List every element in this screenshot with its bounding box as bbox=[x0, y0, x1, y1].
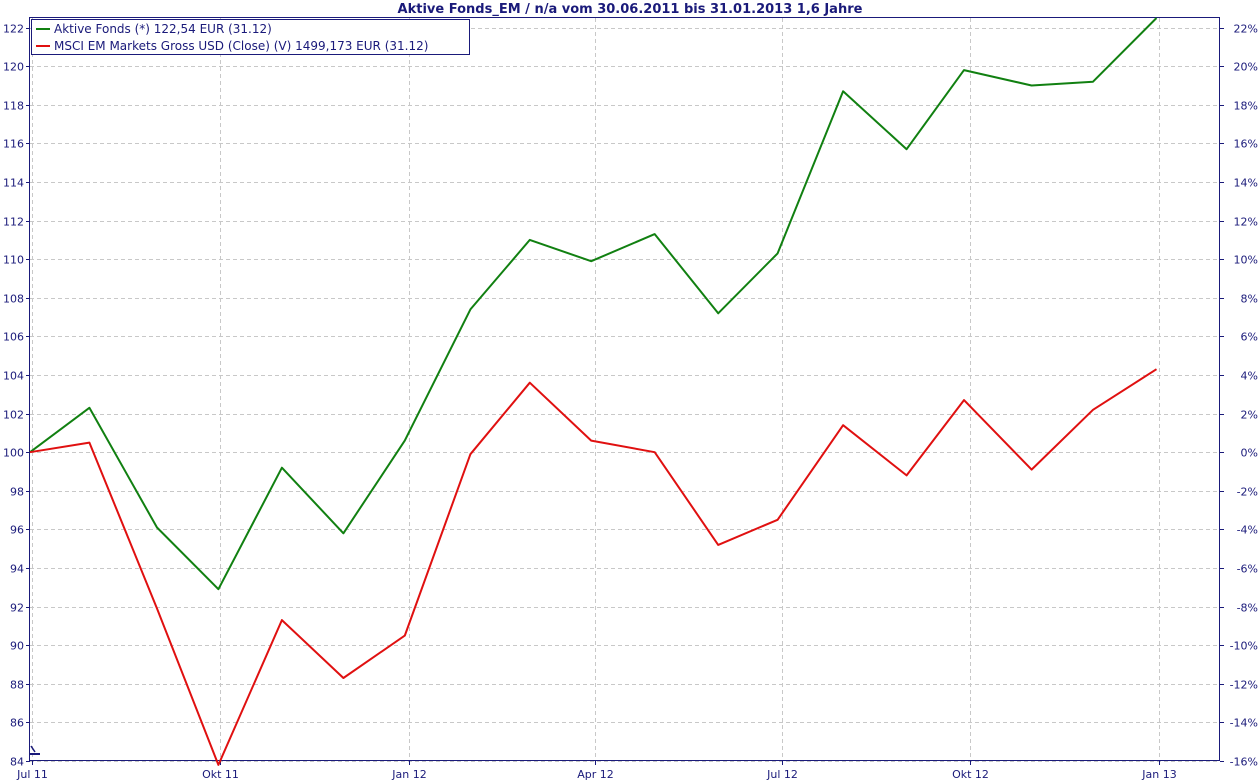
legend-box bbox=[31, 19, 470, 55]
y-tick-label-left: 116 bbox=[3, 138, 24, 151]
y-tick-label-left: 114 bbox=[3, 177, 24, 190]
y-tick-label-right: -10% bbox=[1230, 640, 1258, 653]
y-tick-label-left: 120 bbox=[3, 61, 24, 74]
x-tick-label: Jul 12 bbox=[766, 768, 798, 781]
x-axis: Jul 11 Okt 11 Jan 12 Apr 12 Jul 12 Okt 12 Jan … bbox=[16, 761, 1177, 781]
origin-marker-icon bbox=[30, 745, 40, 755]
y-axis-left: 84 86 88 90 92 94 96 98 100 102 104 106 108 110 112 114… bbox=[3, 23, 30, 769]
y-tick-label-left: 100 bbox=[3, 447, 24, 460]
x-tick-label: Jan 13 bbox=[1141, 768, 1176, 781]
x-tick-label: Okt 12 bbox=[952, 768, 989, 781]
y-axis-right: -16% -14% -12% -10% -8% -6% -4% -2% 0% 2% 4% 6% 8% 10… bbox=[1220, 23, 1258, 769]
y-tick-label-right: 12% bbox=[1234, 216, 1258, 229]
y-tick-label-left: 112 bbox=[3, 216, 24, 229]
y-tick-label-right: 0% bbox=[1241, 447, 1258, 460]
series bbox=[29, 17, 1158, 766]
y-tick-label-right: 2% bbox=[1241, 409, 1258, 422]
legend-entry-fund: Aktive Fonds (*) 122,54 EUR (31.12) bbox=[54, 22, 272, 36]
y-tick-label-left: 118 bbox=[3, 100, 24, 113]
y-tick-label-right: 16% bbox=[1234, 138, 1258, 151]
y-tick-label-left: 104 bbox=[3, 370, 24, 383]
chart-title: Aktive Fonds_EM / n/a vom 30.06.2011 bis… bbox=[398, 2, 863, 17]
y-tick-label-right: 10% bbox=[1234, 254, 1258, 267]
y-tick-label-right: -14% bbox=[1230, 717, 1258, 730]
y-tick-label-right: 14% bbox=[1234, 177, 1258, 190]
x-tick-label: Jul 11 bbox=[16, 768, 48, 781]
y-tick-label-right: -16% bbox=[1230, 756, 1258, 769]
y-tick-label-left: 106 bbox=[3, 331, 24, 344]
y-tick-label-left: 90 bbox=[10, 640, 24, 653]
y-tick-label-left: 92 bbox=[10, 602, 24, 615]
y-tick-label-left: 108 bbox=[3, 293, 24, 306]
legend-entry-msci: MSCI EM Markets Gross USD (Close) (V) 14… bbox=[54, 39, 428, 53]
y-tick-label-left: 98 bbox=[10, 486, 24, 499]
y-tick-label-left: 86 bbox=[10, 717, 24, 730]
plot-frame bbox=[29, 17, 1220, 761]
y-tick-label-right: 20% bbox=[1234, 61, 1258, 74]
y-tick-label-right: 8% bbox=[1241, 293, 1258, 306]
y-tick-label-right: -12% bbox=[1230, 679, 1258, 692]
x-tick-label: Apr 12 bbox=[577, 768, 614, 781]
y-tick-label-right: 6% bbox=[1241, 331, 1258, 344]
y-tick-label-left: 96 bbox=[10, 524, 24, 537]
y-tick-label-right: -2% bbox=[1237, 486, 1258, 499]
y-tick-label-left: 94 bbox=[10, 563, 24, 576]
y-tick-label-left: 110 bbox=[3, 254, 24, 267]
y-tick-label-right: -6% bbox=[1237, 563, 1258, 576]
grid bbox=[30, 18, 1220, 762]
series-line-fund bbox=[29, 17, 1158, 591]
series-line-msci bbox=[29, 368, 1158, 766]
legend: Aktive Fonds (*) 122,54 EUR (31.12) MSCI… bbox=[31, 19, 470, 55]
y-tick-label-left: 88 bbox=[10, 679, 24, 692]
y-tick-label-left: 102 bbox=[3, 409, 24, 422]
y-tick-label-right: -8% bbox=[1237, 602, 1258, 615]
y-tick-label-right: 22% bbox=[1234, 23, 1258, 36]
y-tick-label-right: 18% bbox=[1234, 100, 1258, 113]
y-tick-label-left: 122 bbox=[3, 23, 24, 36]
y-tick-label-right: -4% bbox=[1237, 524, 1258, 537]
x-tick-label: Okt 11 bbox=[202, 768, 239, 781]
y-tick-label-left: 84 bbox=[10, 756, 24, 769]
x-tick-label: Jan 12 bbox=[391, 768, 426, 781]
y-tick-label-right: 4% bbox=[1241, 370, 1258, 383]
